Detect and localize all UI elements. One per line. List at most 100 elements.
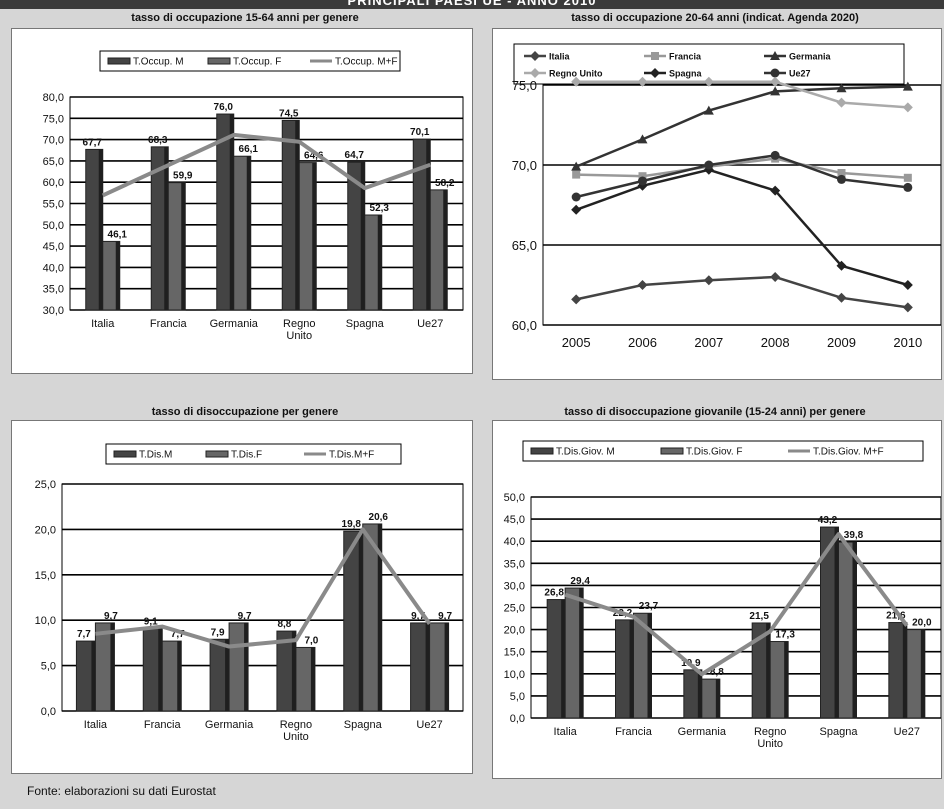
data-point — [637, 280, 648, 290]
y-tick-label: 75,0 — [512, 78, 537, 93]
bar-shade — [110, 622, 115, 711]
data-point — [903, 173, 912, 182]
page-banner: PRINCIPALI PAESI UE - ANNO 2010 — [0, 0, 944, 9]
data-point — [571, 294, 582, 305]
legend-swatch-2 — [207, 57, 231, 65]
y-tick-label: 80,0 — [43, 92, 64, 104]
legend-label-1: T.Occup. M — [133, 57, 184, 68]
legend-swatch-1 — [113, 450, 137, 458]
plot-area — [542, 84, 942, 326]
x-tick-label: Ue27 — [417, 318, 443, 330]
x-tick-label: Italia — [91, 318, 115, 330]
chart3-title: tasso di disoccupazione per genere — [151, 406, 339, 418]
y-tick-label: 5,0 — [41, 661, 56, 673]
data-point — [902, 102, 913, 113]
data-point — [836, 292, 847, 303]
legend-label-6: Ue27 — [789, 69, 811, 79]
x-tick-label: 2010 — [893, 335, 922, 350]
y-tick-label: 30,0 — [504, 580, 525, 592]
bar-shade — [426, 139, 431, 310]
data-point — [571, 161, 582, 171]
bar-shade — [91, 641, 96, 711]
data-label: 23,7 — [639, 601, 659, 612]
data-point — [703, 105, 714, 115]
bar-shade — [852, 542, 857, 718]
y-tick-label: 70,0 — [512, 158, 537, 173]
legend-marker — [651, 52, 659, 60]
bar-shade — [295, 120, 300, 311]
y-tick-label: 20,0 — [504, 625, 525, 637]
chart2-svg: Italia Francia Germania Regno Unito Spagna Ue… — [512, 43, 942, 350]
data-point — [836, 97, 847, 108]
data-point — [637, 76, 648, 87]
chart4-title: tasso di disoccupazione giovanile (15-24… — [564, 406, 866, 418]
data-label: 46,1 — [108, 229, 128, 240]
bar-shade — [377, 523, 382, 711]
x-tick-label: Spagna — [820, 726, 859, 738]
bar-shade — [766, 622, 771, 718]
data-point — [903, 182, 913, 192]
data-label: 9,7 — [411, 611, 425, 622]
data-point — [770, 272, 781, 282]
x-tick-label: Germania — [205, 719, 254, 731]
data-label: 64,7 — [345, 150, 365, 161]
y-tick-label: 10,0 — [35, 615, 56, 627]
data-point — [572, 170, 581, 179]
legend-swatch-1 — [530, 447, 554, 455]
data-label: 21,6 — [886, 611, 906, 622]
legend-marker — [770, 68, 780, 78]
bar-shade — [647, 613, 652, 718]
data-point — [704, 160, 714, 170]
data-label: 9,7 — [238, 611, 252, 622]
x-tick-label: Regno — [283, 318, 315, 330]
x-tick-label: Regno — [280, 719, 312, 731]
y-tick-label: 15,0 — [35, 570, 56, 582]
data-label: 67,7 — [83, 137, 103, 148]
x-tick-label: Germania — [210, 318, 259, 330]
legend-box — [522, 440, 924, 462]
data-point — [638, 176, 647, 186]
x-tick-label: Italia — [554, 726, 578, 738]
legend-marker — [530, 68, 540, 78]
series-line-mf — [95, 527, 432, 649]
legend-swatch-2 — [205, 450, 229, 458]
bar-shade — [360, 162, 365, 310]
bar-shade — [291, 631, 296, 711]
plot-area — [61, 483, 464, 712]
data-label: 29,4 — [570, 576, 590, 587]
y-tick-label: 35,0 — [504, 558, 525, 570]
data-label: 9,7 — [104, 611, 118, 622]
bar-shade — [310, 647, 315, 711]
data-point — [770, 150, 780, 160]
bar-shade — [244, 622, 249, 711]
x-tick-label: Regno — [754, 726, 786, 738]
bar-shade — [229, 114, 234, 310]
legend-marker — [650, 68, 660, 78]
legend-label-3: T.Dis.Giov. M+F — [813, 447, 884, 458]
y-tick-label: 60,0 — [512, 318, 537, 333]
x-tick-label: Francia — [144, 719, 182, 731]
x-tick-label: Spagna — [346, 318, 385, 330]
y-tick-label: 15,0 — [504, 647, 525, 659]
data-label: 21,5 — [749, 611, 769, 622]
y-tick-label: 50,0 — [43, 220, 64, 232]
data-label: 68,3 — [148, 135, 168, 146]
x-tick-label: Francia — [615, 726, 653, 738]
data-label: 17,3 — [775, 630, 795, 641]
bar-shade — [358, 531, 363, 711]
data-point — [770, 86, 781, 96]
data-point — [571, 76, 582, 87]
data-point — [902, 81, 913, 91]
x-tick-label: Ue27 — [416, 719, 442, 731]
data-label: 66,1 — [239, 144, 259, 155]
x-tick-label: 2007 — [694, 335, 723, 350]
data-label: 59,9 — [173, 171, 193, 182]
data-point — [638, 172, 647, 181]
legend-swatch-2 — [660, 447, 684, 455]
bar-shade — [629, 619, 634, 718]
legend-label-2: T.Dis.F — [231, 450, 262, 461]
y-tick-label: 5,0 — [510, 691, 525, 703]
data-point — [836, 83, 847, 93]
data-point — [902, 280, 913, 290]
y-tick-label: 50,0 — [504, 492, 525, 504]
